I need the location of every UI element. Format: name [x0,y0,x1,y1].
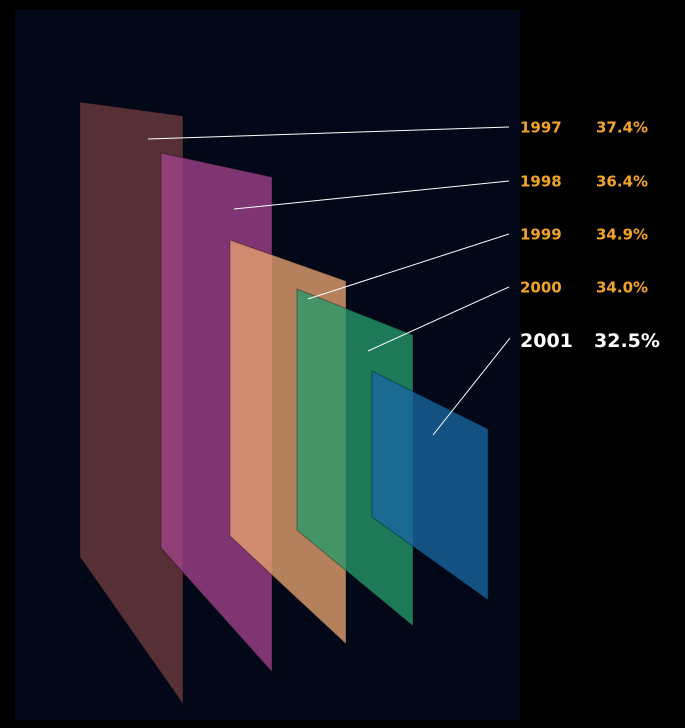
panel-1997 [79,101,184,706]
year-label-2000: 2000 [520,278,562,296]
panel-2001 [371,370,489,601]
panel-2000 [296,288,414,628]
year-label-1998: 1998 [520,172,562,190]
leader-line-layer [147,126,511,436]
year-label-1999: 1999 [520,225,562,243]
leader-line-1999 [307,233,510,300]
panel-layer [79,101,489,706]
leader-line-2000 [367,286,510,352]
year-label-2001: 2001 [520,330,573,352]
label-layer: 1997 37.4% 1998 36.4% 1999 34.9% 2000 34.0% 2001… [520,118,660,351]
value-label-2001: 32.5% [594,330,660,352]
leader-line-1998 [233,180,510,210]
year-label-1997: 1997 [520,118,562,136]
leader-line-2001 [432,337,511,436]
value-label-1997: 37.4% [596,118,648,136]
leader-line-1997 [147,126,510,140]
value-label-2000: 34.0% [596,278,648,296]
value-label-1999: 34.9% [596,225,648,243]
value-label-1998: 36.4% [596,172,648,190]
